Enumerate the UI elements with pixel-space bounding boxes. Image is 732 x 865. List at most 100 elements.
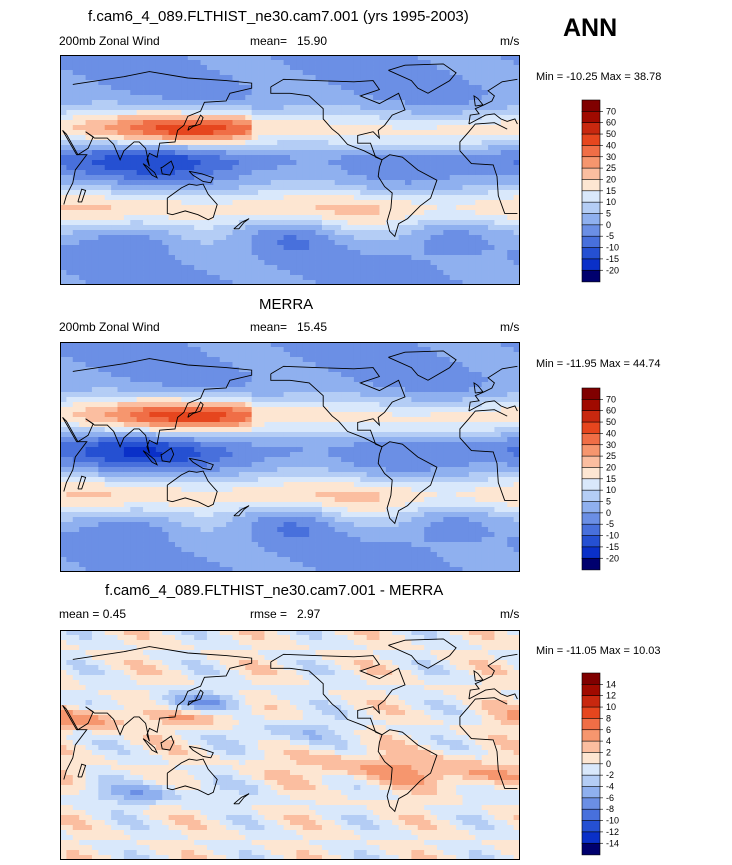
coastline: [160, 160, 175, 176]
field-cell: [507, 80, 515, 86]
field-cell: [226, 175, 233, 181]
field-cell: [111, 265, 118, 271]
field-cell: [277, 75, 285, 81]
field-cell: [328, 185, 336, 191]
field-cell: [347, 205, 355, 211]
field-cell: [117, 397, 125, 403]
field-cell: [270, 155, 278, 161]
field-cell: [162, 452, 170, 458]
field-cell: [136, 205, 144, 211]
field-cell: [353, 270, 361, 276]
field-cell: [149, 65, 157, 71]
field-cell: [353, 95, 361, 101]
field-cell: [162, 275, 170, 281]
field-cell: [411, 260, 419, 266]
field-cell: [162, 240, 170, 246]
field-cell: [111, 250, 118, 256]
field-cell: [258, 437, 265, 443]
field-cell: [91, 170, 99, 176]
field-cell: [187, 235, 195, 241]
field-cell: [194, 422, 201, 428]
field-cell: [162, 412, 170, 418]
field-cell: [309, 255, 316, 261]
field-cell: [411, 85, 419, 91]
field-cell: [130, 367, 138, 373]
field-cell: [507, 165, 515, 171]
field-cell: [79, 100, 86, 106]
field-cell: [296, 195, 304, 201]
field-cell: [302, 362, 310, 368]
field-cell: [302, 200, 310, 206]
field-cell: [111, 270, 118, 276]
field-cell: [385, 255, 393, 261]
field-cell: [341, 85, 348, 91]
field-cell: [91, 65, 99, 71]
field-cell: [200, 145, 208, 151]
field-cell: [162, 110, 170, 116]
field-cell: [475, 80, 483, 86]
field-cell: [424, 140, 431, 146]
field-cell: [296, 402, 304, 408]
field-cell: [175, 160, 182, 166]
field-cell: [130, 190, 138, 196]
field-cell: [373, 130, 380, 136]
field-cell: [238, 392, 246, 398]
field-cell: [309, 140, 316, 146]
field-cell: [181, 190, 189, 196]
field-cell: [104, 407, 112, 413]
field-cell: [104, 135, 112, 141]
field-cell: [334, 367, 342, 373]
field-cell: [424, 160, 431, 166]
field-cell: [500, 437, 508, 443]
field-cell: [398, 130, 406, 136]
field-cell: [258, 100, 265, 106]
field-cell: [462, 412, 470, 418]
field-cell: [149, 367, 157, 373]
field-cell: [200, 110, 208, 116]
field-cell: [277, 160, 285, 166]
field-cell: [72, 125, 80, 131]
field-cell: [290, 235, 297, 241]
field-cell: [238, 160, 246, 166]
field-cell: [232, 422, 240, 428]
field-cell: [398, 110, 406, 116]
field-cell: [130, 165, 138, 171]
field-cell: [475, 185, 483, 191]
field-cell: [213, 280, 221, 285]
field-cell: [149, 130, 157, 136]
field-cell: [443, 70, 451, 76]
field-cell: [245, 240, 253, 246]
field-cell: [302, 377, 310, 383]
field-cell: [226, 85, 233, 91]
colorbar-swatch: [581, 258, 601, 271]
field-cell: [430, 362, 438, 368]
field-cell: [296, 235, 304, 241]
field-cell: [232, 130, 240, 136]
field-cell: [430, 105, 438, 111]
field-cell: [104, 185, 112, 191]
field-cell: [104, 125, 112, 131]
field-cell: [219, 70, 227, 76]
field-cell: [264, 125, 272, 131]
field-cell: [385, 190, 393, 196]
field-cell: [443, 432, 451, 438]
field-cell: [258, 280, 265, 285]
field-cell: [98, 60, 106, 66]
field-cell: [296, 412, 304, 418]
field-cell: [462, 100, 470, 106]
field-cell: [277, 447, 285, 453]
field-cell: [373, 407, 380, 413]
field-cell: [206, 422, 214, 428]
field-cell: [328, 175, 336, 181]
field-cell: [379, 180, 387, 186]
field-cell: [149, 105, 157, 111]
field-cell: [264, 75, 272, 81]
field-cell: [373, 392, 380, 398]
field-cell: [98, 175, 106, 181]
field-cell: [449, 155, 457, 161]
field-cell: [475, 175, 483, 181]
field-cell: [219, 80, 227, 86]
field-cell: [181, 150, 189, 156]
field-cell: [475, 145, 483, 151]
field-cell: [430, 235, 438, 241]
